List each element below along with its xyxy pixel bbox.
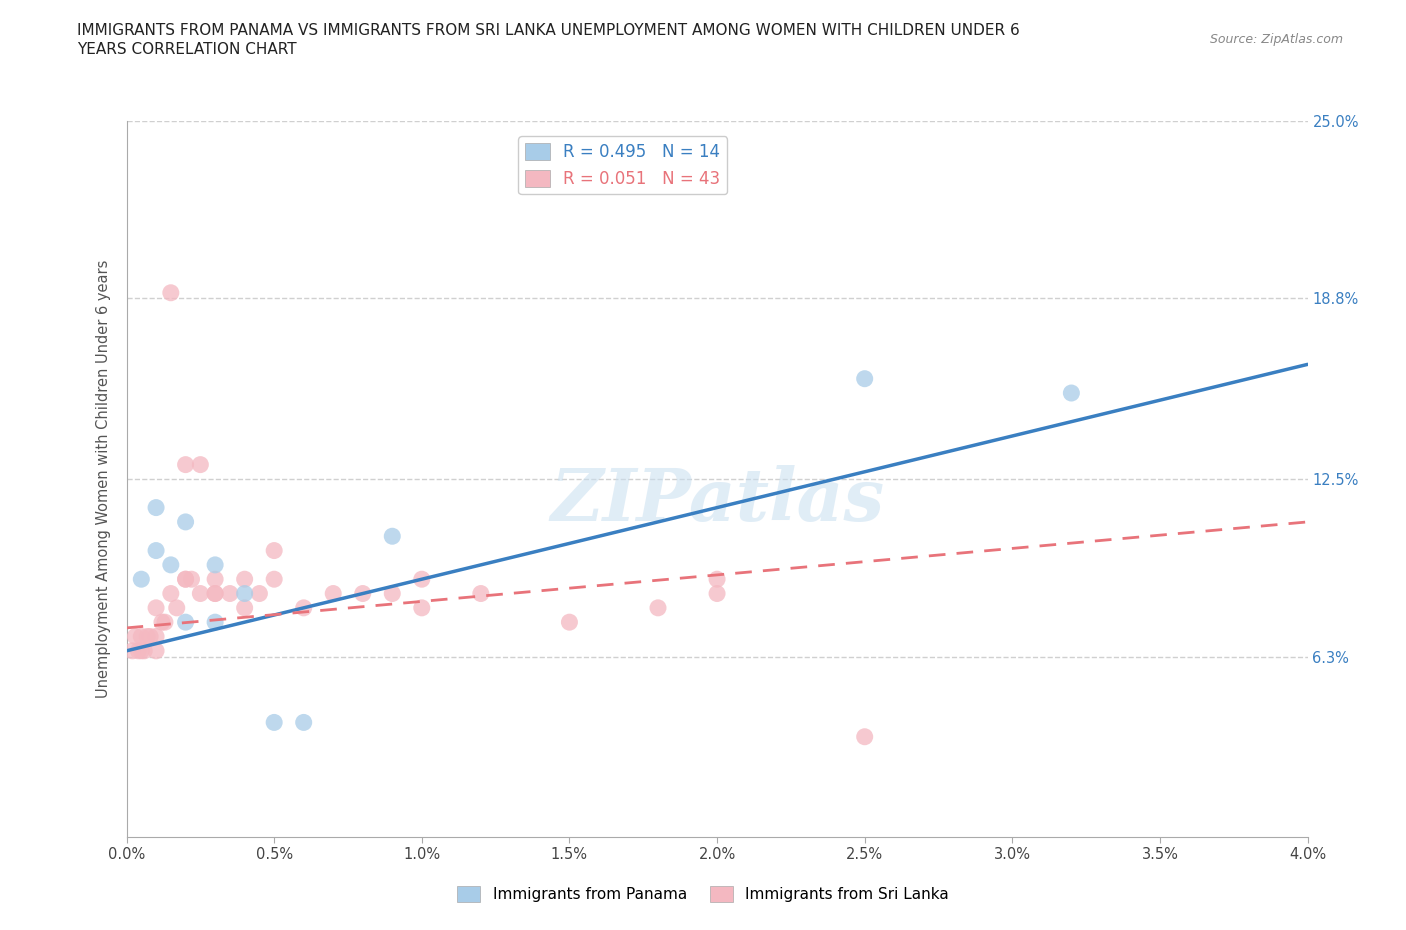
Point (204, 586, 226, 601)
Point (188, 586, 212, 601)
Point (411, 572, 433, 587)
Point (263, 715, 285, 730)
Point (381, 529, 404, 544)
Point (127, 644, 149, 658)
Point (180, 572, 202, 587)
Point (647, 601, 669, 616)
Point (134, 644, 156, 658)
Point (160, 586, 183, 601)
Point (233, 601, 256, 616)
Point (174, 615, 197, 630)
Legend: Immigrants from Panama, Immigrants from Sri Lanka: Immigrants from Panama, Immigrants from … (451, 880, 955, 909)
Point (124, 629, 146, 644)
Text: Source: ZipAtlas.com: Source: ZipAtlas.com (1209, 33, 1343, 46)
Point (292, 715, 315, 730)
Point (706, 572, 728, 587)
Point (160, 286, 183, 300)
Point (145, 500, 167, 515)
Point (136, 629, 159, 644)
Point (174, 572, 197, 587)
Point (411, 601, 433, 616)
Point (204, 572, 226, 587)
Point (145, 629, 167, 644)
Point (166, 601, 188, 616)
Point (145, 543, 167, 558)
Point (121, 644, 143, 658)
Point (263, 543, 285, 558)
Point (558, 615, 581, 630)
Point (150, 615, 173, 630)
Point (145, 601, 167, 616)
Point (129, 572, 153, 587)
Point (292, 601, 315, 616)
Point (145, 644, 167, 658)
Point (160, 557, 183, 572)
Point (219, 586, 242, 601)
Point (381, 586, 404, 601)
Point (204, 615, 226, 630)
Point (249, 586, 271, 601)
Point (853, 371, 876, 386)
Point (263, 572, 285, 587)
Point (153, 615, 176, 630)
Point (352, 586, 374, 601)
Point (322, 586, 344, 601)
Text: ZIPatlas: ZIPatlas (550, 465, 884, 536)
Point (204, 557, 226, 572)
Point (233, 586, 256, 601)
Legend: R = 0.495   N = 14, R = 0.051   N = 43: R = 0.495 N = 14, R = 0.051 N = 43 (519, 137, 727, 194)
Point (853, 729, 876, 744)
Point (204, 586, 226, 601)
Point (174, 572, 197, 587)
Point (188, 458, 212, 472)
Point (233, 572, 256, 587)
Text: YEARS CORRELATION CHART: YEARS CORRELATION CHART (77, 42, 297, 57)
Text: IMMIGRANTS FROM PANAMA VS IMMIGRANTS FROM SRI LANKA UNEMPLOYMENT AMONG WOMEN WIT: IMMIGRANTS FROM PANAMA VS IMMIGRANTS FRO… (77, 23, 1021, 38)
Point (706, 586, 728, 601)
Point (139, 629, 162, 644)
Y-axis label: Unemployment Among Women with Children Under 6 years: Unemployment Among Women with Children U… (96, 259, 111, 698)
Point (174, 458, 197, 472)
Point (129, 629, 153, 644)
Point (174, 514, 197, 529)
Point (470, 586, 492, 601)
Point (129, 644, 153, 658)
Point (1060, 386, 1083, 401)
